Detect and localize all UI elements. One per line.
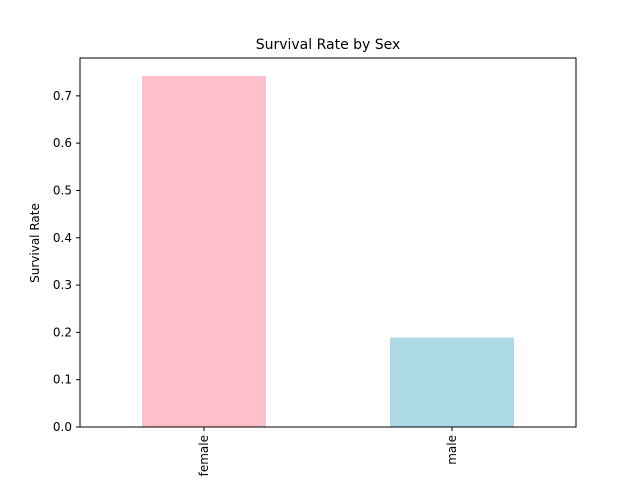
bar-female bbox=[142, 75, 266, 427]
x-tick-label: female bbox=[197, 435, 211, 476]
chart-title: Survival Rate by Sex bbox=[256, 37, 401, 53]
y-tick-label: 0.7 bbox=[53, 89, 72, 103]
bars-group bbox=[142, 75, 514, 427]
y-tick-label: 0.3 bbox=[53, 278, 72, 292]
y-tick-label: 0.4 bbox=[53, 231, 72, 245]
y-tick-label: 0.6 bbox=[53, 136, 72, 150]
x-axis-ticks: female male bbox=[197, 427, 459, 476]
y-axis-ticks: 0.0 0.1 0.2 0.3 0.4 0.5 0.6 0.7 bbox=[53, 89, 80, 434]
x-tick-label: male bbox=[445, 435, 459, 465]
y-axis-label: Survival Rate bbox=[28, 203, 42, 283]
plot-frame bbox=[79, 57, 577, 428]
y-tick-label: 0.1 bbox=[53, 373, 72, 387]
bar-male bbox=[390, 337, 514, 427]
y-tick-label: 0.2 bbox=[53, 325, 72, 339]
y-tick-label: 0.5 bbox=[53, 183, 72, 197]
y-tick-label: 0.0 bbox=[53, 420, 72, 434]
